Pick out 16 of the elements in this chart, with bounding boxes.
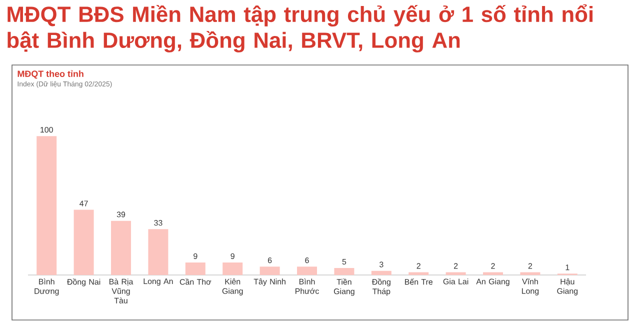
- bar: [371, 270, 392, 275]
- chart-title: MĐQT BĐS Miền Nam tập trung chủ yếu ở 1 số tỉnh nổi bật Bình Dương, Đồng Nai, BRVT, Long An: [8, 4, 593, 52]
- bar: [36, 136, 57, 275]
- bar: [408, 272, 429, 275]
- chart-subtitle: MĐQT theo tỉnh: [18, 70, 84, 79]
- bar: [483, 272, 504, 275]
- bar: [222, 262, 243, 275]
- bar: [185, 262, 206, 275]
- bar: [74, 210, 94, 275]
- bar: [148, 229, 168, 275]
- bar: [297, 266, 318, 275]
- bar: [520, 272, 540, 275]
- bar: [334, 268, 354, 275]
- bar: [111, 220, 132, 275]
- bar: [446, 272, 466, 275]
- bar: [260, 266, 280, 275]
